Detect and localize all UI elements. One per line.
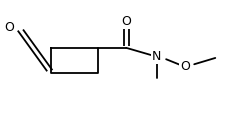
Text: O: O <box>4 21 14 34</box>
Text: O: O <box>180 60 190 73</box>
Text: N: N <box>152 50 161 63</box>
Text: O: O <box>121 15 131 28</box>
